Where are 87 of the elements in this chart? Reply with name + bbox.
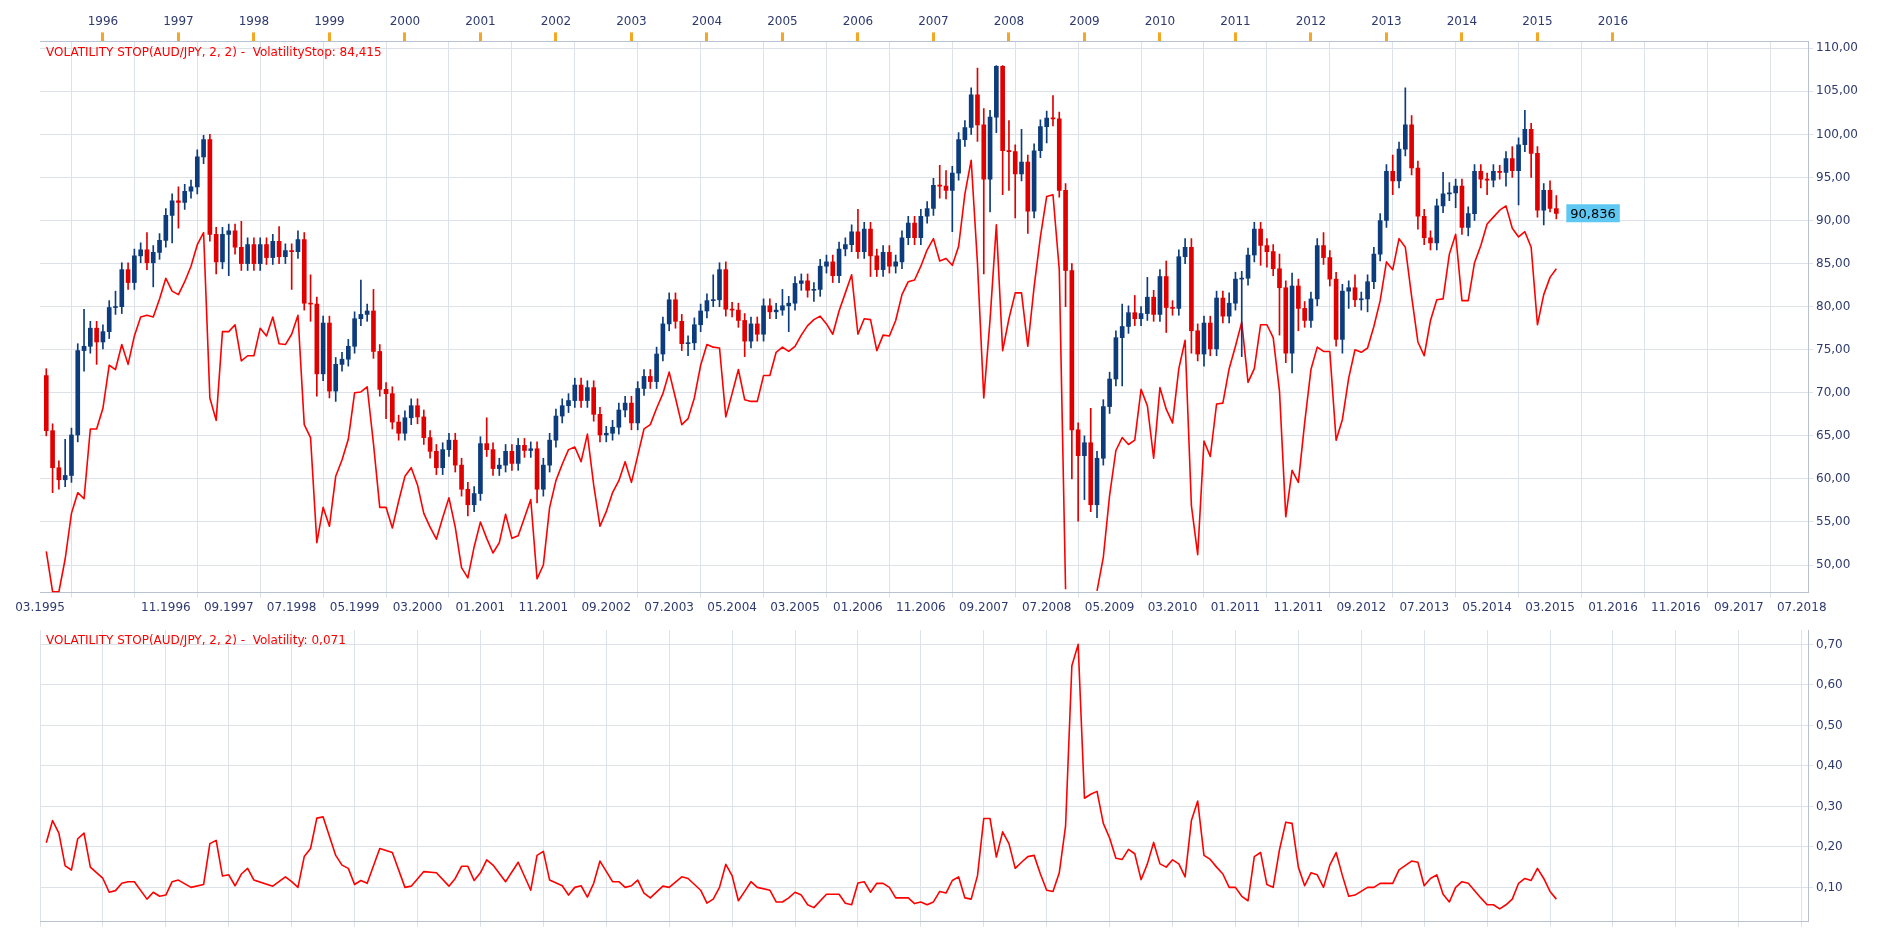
x2-tick-label: 2009 (1069, 14, 1100, 29)
x2-tick-label: 2011 (1220, 14, 1251, 29)
x-tick-label: 03.2015 (1525, 599, 1575, 614)
x-tick-label: 09.2002 (581, 599, 632, 614)
x2-tick-label: 2001 (465, 14, 496, 29)
y-tick-label: 85,00 (1816, 255, 1851, 270)
x2-tick-label: 2000 (389, 14, 421, 29)
x2-tick-label: 2015 (1522, 14, 1553, 29)
x-tick-label: 05.1999 (329, 599, 380, 614)
x2-tick-label: 2013 (1371, 14, 1402, 29)
candlestick (496, 457, 502, 476)
x-tick-label: 11.2011 (1273, 599, 1324, 614)
x2-tick-label: 2012 (1295, 14, 1327, 29)
x-tick-label: 09.2012 (1336, 599, 1387, 614)
y-tick-label: 110,00 (1816, 40, 1858, 55)
x2-tick-label: 2004 (691, 14, 723, 29)
x-tick-label: 07.2018 (1776, 599, 1827, 614)
y-tick-label: 50,00 (1816, 557, 1851, 572)
x2-tick-label: 2010 (1144, 14, 1176, 29)
y-tick-label: 0,40 (1816, 758, 1843, 772)
x2-tick-label: 2006 (842, 14, 874, 29)
x-tick-label: 05.2014 (1462, 599, 1512, 614)
candlestick (798, 273, 804, 291)
y-tick-label: 0,30 (1816, 798, 1843, 813)
candlestick (1390, 154, 1396, 196)
candlestick (484, 417, 490, 457)
y-tick-label: 100,00 (1816, 126, 1858, 141)
x2-tick-label: 1996 (87, 14, 119, 29)
chart-title: VOLATILITY STOP(AUD/JPY, 2, 2) - Volatility: 0,071 (46, 633, 346, 648)
x-tick-label: 01.2011 (1210, 599, 1261, 614)
x-tick-label: 11.2006 (896, 599, 946, 614)
x-tick-label: 01.2016 (1588, 599, 1638, 614)
y-tick-label: 70,00 (1816, 384, 1851, 399)
x-tick-label: 03.2000 (392, 599, 443, 614)
x-tick-label: 05.2004 (707, 599, 757, 614)
candlestick (364, 303, 370, 322)
annotation: 90,836 (1570, 205, 1616, 221)
x2-tick-label: 1999 (314, 14, 345, 29)
candlestick (289, 243, 294, 290)
x-tick-label: 07.2013 (1399, 599, 1450, 614)
x2-tick-label: 1998 (238, 14, 270, 29)
candlestick (1264, 238, 1270, 268)
candlestick (1554, 195, 1559, 220)
candlestick (811, 282, 817, 302)
candlestick (1346, 280, 1352, 309)
x2-tick-label: 1997 (163, 14, 194, 29)
y-tick-label: 65,00 (1816, 427, 1851, 442)
y-tick-label: 0,60 (1816, 677, 1843, 691)
y-tick-label: 0,50 (1816, 717, 1843, 732)
y-tick-label: 95,00 (1816, 169, 1851, 184)
candlestick (685, 335, 691, 357)
x-tick-label: 07.2003 (644, 599, 694, 614)
x-tick-label: 03.1995 (15, 599, 65, 614)
x2-tick-label: 2007 (918, 14, 949, 29)
y-tick-label: 105,00 (1816, 83, 1858, 98)
candlestick (1006, 120, 1012, 191)
x-tick-label: 05.2009 (1084, 599, 1135, 614)
x-tick-label: 07.1998 (266, 599, 317, 614)
y-tick-label: 90,00 (1816, 212, 1851, 227)
x2-tick-label: 2014 (1446, 14, 1478, 29)
y-tick-label: 60,00 (1816, 471, 1851, 486)
x2-tick-label: 2002 (540, 14, 572, 29)
candlestick (1497, 165, 1503, 180)
x-tick-label: 11.2016 (1651, 599, 1701, 614)
x2-tick-label: 2008 (993, 14, 1025, 29)
y-tick-label: 0,10 (1816, 879, 1843, 894)
x-tick-label: 01.2001 (455, 599, 506, 614)
y-tick-label: 55,00 (1816, 514, 1851, 529)
x-tick-label: 11.1996 (141, 599, 191, 614)
x-tick-label: 07.2008 (1021, 599, 1072, 614)
x-tick-label: 09.2007 (958, 599, 1009, 614)
x-tick-label: 11.2001 (518, 599, 569, 614)
x-tick-label: 03.2005 (770, 599, 820, 614)
x2-tick-label: 2003 (616, 14, 647, 29)
x2-tick-label: 2016 (1597, 14, 1629, 29)
candlestick (1132, 295, 1138, 326)
x-tick-label: 03.2010 (1147, 599, 1198, 614)
x2-tick-label: 2005 (767, 14, 798, 29)
y-tick-label: 75,00 (1816, 341, 1851, 356)
y-tick-label: 0,20 (1816, 839, 1843, 853)
candlestick (528, 441, 534, 458)
x-tick-label: 09.1997 (203, 599, 254, 614)
y-tick-label: 0,70 (1816, 636, 1843, 651)
x-tick-label: 01.2006 (833, 599, 883, 614)
x-tick-label: 09.2017 (1713, 599, 1764, 614)
y-tick-label: 80,00 (1816, 298, 1851, 313)
chart-title: VOLATILITY STOP(AUD/JPY, 2, 2) - VolatilityStop: 84,415 (46, 44, 382, 59)
